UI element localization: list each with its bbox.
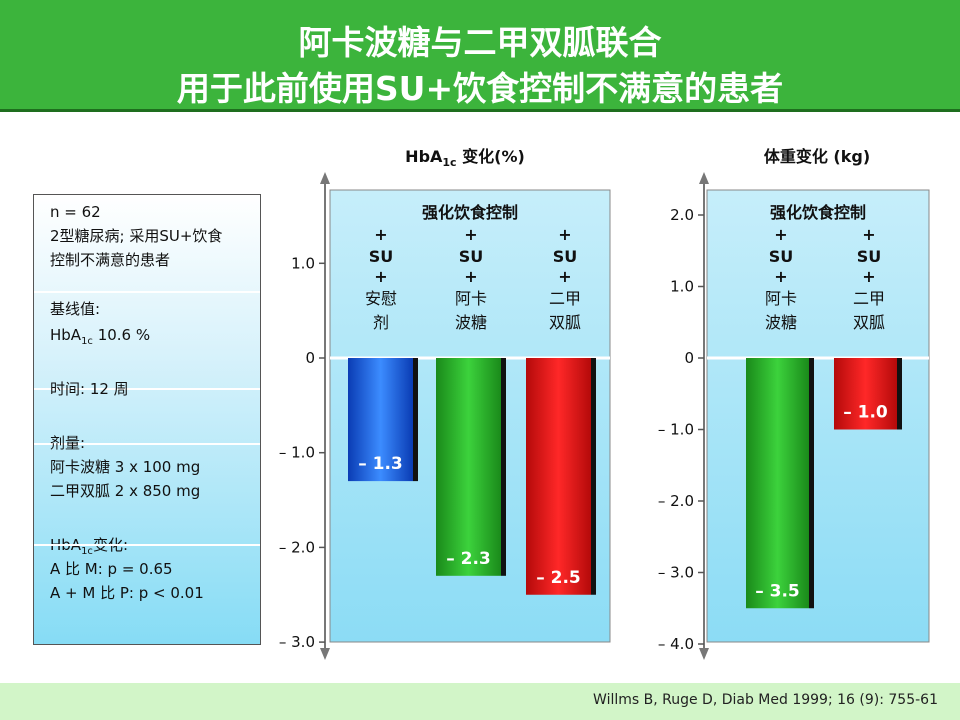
category-label-line: SU [459,247,484,266]
dose-metformin: 二甲双胍 2 x 850 mg [50,482,201,500]
y-tick-label: – 1.0 [279,444,315,462]
y-axis-arrow-down [320,648,330,660]
bar [348,358,413,482]
bar-shadow [591,358,596,595]
charts-canvas: HbA1c 变化(%) 强化饮食控制+SU+安慰剂+SU+阿卡波糖+SU+二甲双… [279,147,930,660]
slide-title-line-1: 阿卡波糖与二甲双胍联合 [298,23,662,62]
hba1c-bars: – 1.3 – 2.3 – 2.5 [348,358,596,595]
y-axis-arrow-up [699,172,709,184]
category-label-line: + [464,225,477,244]
y-axis-arrow-down [699,648,709,660]
category-label-line: 二甲 [853,289,885,308]
hba1c-chart: HbA1c 变化(%) 强化饮食控制+SU+安慰剂+SU+阿卡波糖+SU+二甲双… [279,147,611,660]
category-label-line: + [464,267,477,286]
category-label-line: SU [553,247,578,266]
y-axis-arrow-up [320,172,330,184]
bar-shadow [501,358,506,576]
category-label-line: 双胍 [549,313,581,332]
category-label-line: + [774,225,787,244]
bar [526,358,591,595]
bar [834,358,897,430]
bar-value-label: – 2.5 [536,568,581,588]
y-tick-label: – 3.0 [658,564,694,582]
y-tick-label: 0 [305,349,315,367]
bar-shadow [809,358,814,609]
y-tick-label: – 1.0 [658,421,694,439]
category-label-line: 安慰 [365,289,397,308]
baseline-value: HbA1c 10.6 % [50,326,151,347]
y-tick-label: 1.0 [291,254,315,272]
category-label-line: + [862,225,875,244]
y-tick-label: – 2.0 [279,538,315,556]
category-label-line: 双胍 [853,313,885,332]
weight-chart: 体重变化 (kg) 强化饮食控制+SU+阿卡波糖+SU+二甲双胍 2.01.00… [658,147,930,660]
y-tick-label: 2.0 [670,206,694,224]
dose-label: 剂量: [50,434,86,452]
category-label-line: + [558,225,571,244]
category-label-line: SU [369,247,394,266]
info-separator [34,291,260,293]
category-label-line: 阿卡 [455,289,487,308]
info-separator [34,544,260,546]
hba1c-chart-title: HbA1c 变化(%) [405,147,525,169]
bar-value-label: – 2.3 [446,549,491,569]
category-label-line: SU [769,247,794,266]
y-tick-label: – 4.0 [658,635,694,653]
study-info-box: n = 62 2型糖尿病; 采用SU+饮食 控制不满意的患者 基线值: HbA1… [33,194,261,645]
category-label-line: 波糖 [455,313,487,332]
weight-chart-title: 体重变化 (kg) [764,147,870,166]
baseline-label: 基线值: [50,300,101,318]
weight-bars: – 3.5 – 1.0 [746,358,902,609]
patients-line-1: 2型糖尿病; 采用SU+饮食 [50,227,223,245]
bar [436,358,501,576]
info-separator [34,443,260,445]
category-label-line: + [774,267,787,286]
panel-header: 强化饮食控制 [422,203,518,222]
info-separator [34,388,260,390]
category-label-line: 阿卡 [765,289,797,308]
weight-y-axis: 2.0 1.0 0 – 1.0 – 2.0 – 3.0 – 4.0 [658,172,709,660]
bar-shadow [413,358,418,482]
duration: 时间: 12 周 [50,380,129,398]
stat-a-vs-m: A 比 M: p = 0.65 [50,560,173,578]
bar-value-label: – 1.0 [843,403,888,423]
bar-value-label: – 3.5 [755,581,800,601]
y-tick-label: – 2.0 [658,492,694,510]
bar-shadow [897,358,902,430]
hba1c-y-axis: 1.0 0 – 1.0 – 2.0 – 3.0 [279,172,330,660]
y-tick-label: 1.0 [670,278,694,296]
category-label-line: + [374,225,387,244]
category-label-line: SU [857,247,882,266]
category-label-line: 剂 [373,313,389,332]
y-tick-label: 0 [684,349,694,367]
category-label-line: + [558,267,571,286]
category-label-line: + [374,267,387,286]
title-bar: 阿卡波糖与二甲双胍联合 用于此前使用SU+饮食控制不满意的患者 [0,0,960,112]
dose-acarbose: 阿卡波糖 3 x 100 mg [50,458,201,476]
sample-size: n = 62 [50,203,101,221]
bar [746,358,809,609]
slide-title-line-2: 用于此前使用SU+饮食控制不满意的患者 [176,69,784,108]
category-label-line: 二甲 [549,289,581,308]
panel-header: 强化饮食控制 [770,203,866,222]
y-tick-label: – 3.0 [279,633,315,651]
patients-line-2: 控制不满意的患者 [50,251,171,269]
category-label-line: 波糖 [765,313,797,332]
bar-value-label: – 1.3 [358,454,403,474]
footer: Willms B, Ruge D, Diab Med 1999; 16 (9):… [0,683,960,720]
stat-am-vs-p: A + M 比 P: p < 0.01 [50,584,204,602]
citation: Willms B, Ruge D, Diab Med 1999; 16 (9):… [593,692,938,708]
category-label-line: + [862,267,875,286]
